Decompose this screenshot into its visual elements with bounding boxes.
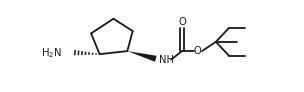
- Text: H$_2$N: H$_2$N: [41, 46, 62, 60]
- Polygon shape: [127, 51, 157, 62]
- Text: NH: NH: [159, 55, 174, 65]
- Text: O: O: [194, 46, 201, 56]
- Text: O: O: [178, 17, 186, 27]
